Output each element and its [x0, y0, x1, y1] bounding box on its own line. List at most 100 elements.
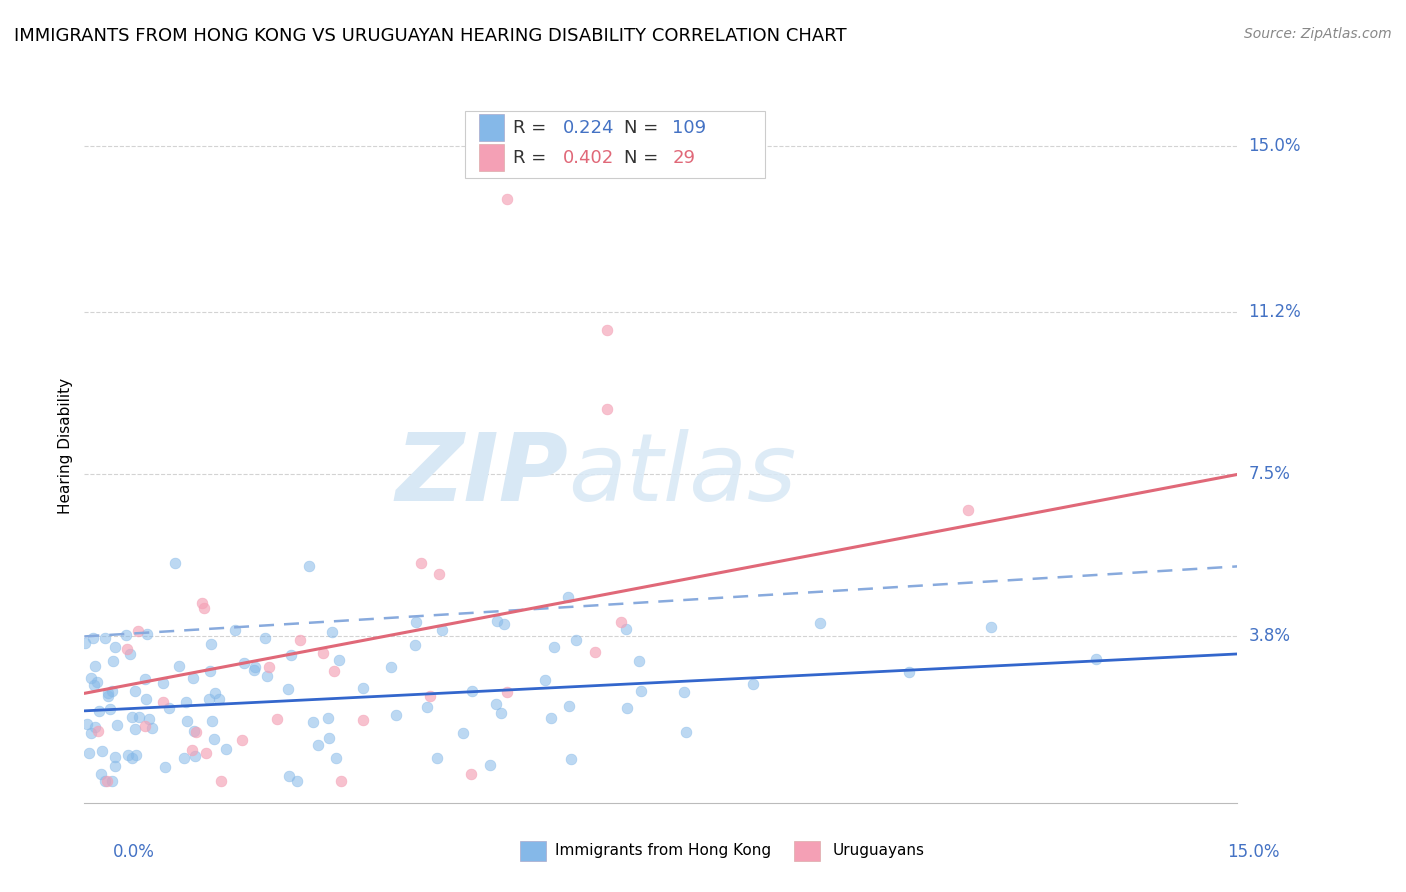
Point	[627, 654, 650, 668]
Text: R =: R =	[513, 119, 553, 136]
Point	[200, 664, 222, 678]
Point	[75, 635, 97, 649]
Text: N =: N =	[624, 149, 669, 167]
Point	[432, 623, 454, 637]
Point	[97, 689, 120, 703]
Point	[90, 767, 112, 781]
Point	[675, 724, 697, 739]
Point	[1085, 651, 1108, 665]
Point	[259, 660, 281, 674]
Point	[224, 624, 246, 638]
Point	[82, 632, 104, 646]
Point	[380, 660, 402, 674]
Point	[352, 713, 374, 727]
Point	[202, 732, 225, 747]
Text: 3.8%: 3.8%	[1249, 627, 1291, 646]
Point	[419, 690, 441, 704]
Point	[278, 769, 301, 783]
Point	[630, 683, 652, 698]
Point	[280, 648, 302, 662]
Point	[101, 773, 124, 788]
Text: R =: R =	[513, 149, 553, 167]
Point	[318, 710, 340, 724]
Point	[409, 556, 432, 570]
Point	[138, 712, 160, 726]
Text: 29: 29	[672, 149, 696, 167]
Point	[200, 714, 222, 728]
Point	[494, 616, 516, 631]
Point	[810, 616, 832, 631]
Point	[253, 631, 276, 645]
Point	[127, 624, 149, 638]
Point	[94, 631, 117, 645]
Point	[97, 686, 120, 700]
Point	[134, 719, 156, 733]
Point	[496, 192, 519, 206]
Point	[231, 733, 253, 747]
Point	[297, 559, 319, 574]
Point	[614, 622, 637, 636]
Point	[124, 683, 146, 698]
Text: Source: ZipAtlas.com: Source: ZipAtlas.com	[1244, 27, 1392, 41]
Point	[558, 699, 581, 714]
Point	[87, 724, 110, 739]
Point	[121, 710, 143, 724]
Point	[565, 633, 588, 648]
Point	[672, 685, 695, 699]
Point	[616, 701, 638, 715]
Point	[330, 773, 353, 788]
Point	[197, 692, 219, 706]
Text: IMMIGRANTS FROM HONG KONG VS URUGUAYAN HEARING DISABILITY CORRELATION CHART: IMMIGRANTS FROM HONG KONG VS URUGUAYAN H…	[14, 27, 846, 45]
Point	[897, 665, 920, 679]
Point	[157, 700, 180, 714]
Point	[174, 695, 197, 709]
Point	[325, 751, 347, 765]
Text: 15.0%: 15.0%	[1227, 843, 1279, 861]
Text: 109: 109	[672, 119, 706, 136]
Point	[312, 646, 335, 660]
Point	[352, 681, 374, 695]
Point	[307, 738, 329, 752]
Point	[167, 658, 190, 673]
Point	[121, 751, 143, 765]
Point	[80, 726, 103, 740]
Point	[152, 695, 174, 709]
Point	[302, 714, 325, 729]
Point	[485, 697, 508, 711]
Point	[84, 658, 107, 673]
Point	[534, 673, 557, 688]
Point	[404, 638, 426, 652]
Text: 15.0%: 15.0%	[1249, 137, 1301, 155]
Text: Immigrants from Hong Kong: Immigrants from Hong Kong	[555, 844, 772, 858]
Text: atlas: atlas	[568, 429, 797, 520]
Point	[141, 721, 163, 735]
Point	[741, 677, 763, 691]
Point	[77, 746, 100, 760]
Point	[543, 640, 565, 655]
Point	[103, 750, 125, 764]
Point	[232, 656, 254, 670]
Point	[596, 323, 619, 337]
Text: 7.5%: 7.5%	[1249, 466, 1291, 483]
Point	[209, 773, 232, 788]
Point	[183, 724, 205, 739]
Point	[405, 615, 427, 629]
Point	[479, 757, 502, 772]
Y-axis label: Hearing Disability: Hearing Disability	[58, 378, 73, 514]
FancyBboxPatch shape	[478, 145, 503, 171]
Point	[104, 640, 127, 654]
Point	[194, 746, 217, 760]
Point	[98, 702, 121, 716]
Point	[115, 642, 138, 657]
Text: Uruguayans: Uruguayans	[832, 844, 924, 858]
Point	[117, 748, 139, 763]
Point	[957, 503, 980, 517]
Point	[104, 758, 127, 772]
Text: 0.224: 0.224	[562, 119, 614, 136]
Point	[114, 628, 136, 642]
Point	[91, 744, 114, 758]
Text: 0.402: 0.402	[562, 149, 614, 167]
Point	[416, 699, 439, 714]
Point	[321, 624, 343, 639]
Point	[485, 614, 508, 628]
